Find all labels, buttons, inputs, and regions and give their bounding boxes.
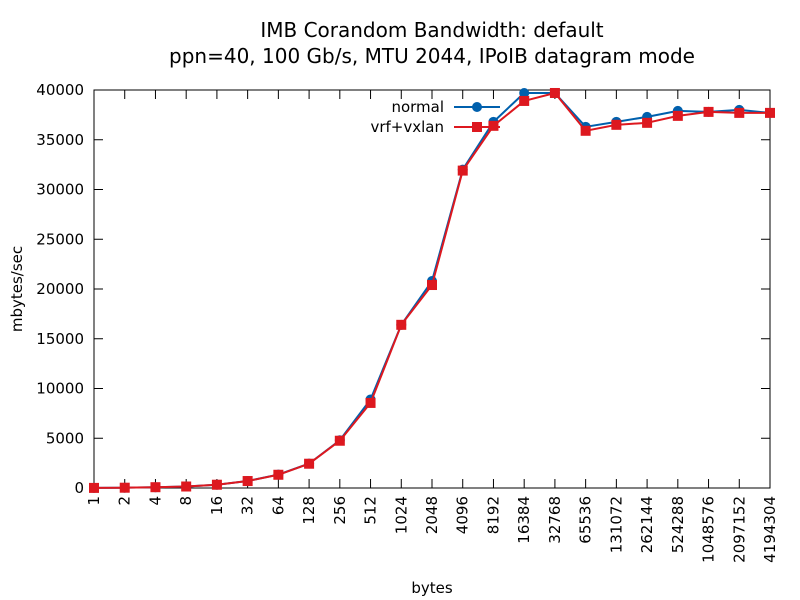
y-tick-label: 10000 bbox=[36, 380, 84, 398]
data-point-square bbox=[580, 125, 591, 136]
x-tick-label: 32768 bbox=[546, 496, 564, 544]
data-point-square bbox=[365, 397, 376, 408]
legend-label: vrf+vxlan bbox=[370, 118, 444, 136]
x-tick-label: 4 bbox=[146, 496, 164, 506]
x-tick-label: 16 bbox=[208, 496, 226, 515]
y-tick-label: 0 bbox=[74, 479, 84, 497]
x-tick-label: 512 bbox=[362, 496, 380, 525]
x-tick-label: 16384 bbox=[515, 496, 533, 544]
data-point-square bbox=[89, 482, 99, 493]
data-point-circle bbox=[519, 87, 530, 98]
data-point-square bbox=[734, 107, 745, 118]
x-tick-label: 4096 bbox=[454, 496, 472, 534]
legend-marker-circle bbox=[472, 102, 482, 112]
x-tick-label: 128 bbox=[300, 496, 318, 525]
x-tick-label: 8 bbox=[177, 496, 195, 506]
x-tick-label: 8192 bbox=[484, 496, 502, 534]
x-tick-label: 2048 bbox=[423, 496, 441, 534]
data-point-square bbox=[273, 469, 284, 480]
data-point-square bbox=[642, 117, 653, 128]
series-line-vrf-vxlan bbox=[93, 91, 770, 489]
x-tick-label: 65536 bbox=[577, 496, 595, 544]
x-tick-label: 64 bbox=[269, 496, 287, 515]
data-point-square bbox=[427, 280, 437, 291]
x-tick-label: 2097152 bbox=[730, 496, 748, 563]
data-point-square bbox=[457, 165, 468, 176]
x-axis: 1 2 4 8 16 32 64 128 256 512 1024 2048 4096 8192 16384… bbox=[85, 90, 779, 563]
x-tick-label: 1024 bbox=[392, 496, 410, 534]
data-point-square bbox=[488, 120, 499, 131]
data-point-square bbox=[611, 119, 622, 130]
x-tick-label: 2 bbox=[116, 496, 134, 506]
data-point-square bbox=[119, 482, 130, 493]
x-tick-label: 32 bbox=[239, 496, 257, 515]
series-line-normal bbox=[93, 91, 771, 489]
data-point-square bbox=[549, 87, 560, 98]
data-point-square bbox=[765, 107, 775, 118]
y-tick-label: 5000 bbox=[46, 429, 84, 447]
y-tick-label: 20000 bbox=[36, 280, 84, 298]
y-axis-label: mbytes/sec bbox=[8, 246, 26, 332]
legend-marker-square bbox=[472, 122, 482, 132]
x-tick-label: 1 bbox=[85, 496, 103, 506]
y-tick-label: 15000 bbox=[36, 330, 84, 348]
chart-subtitle: ppn=40, 100 Gb/s, MTU 2044, IPoIB datagr… bbox=[169, 44, 695, 68]
data-point-square bbox=[672, 110, 683, 121]
x-tick-label: 256 bbox=[331, 496, 349, 525]
data-point-square bbox=[703, 106, 714, 117]
x-tick-label: 131072 bbox=[607, 496, 625, 553]
data-point-square bbox=[150, 482, 161, 493]
data-point-square bbox=[396, 319, 407, 330]
x-tick-label: 1048576 bbox=[700, 496, 718, 563]
series-layer bbox=[89, 87, 775, 493]
y-tick-label: 35000 bbox=[36, 131, 84, 149]
legend: normal vrf+vxlan bbox=[370, 98, 500, 136]
data-point-square bbox=[519, 95, 530, 106]
data-point-square bbox=[304, 458, 315, 469]
chart-title: IMB Corandom Bandwidth: default bbox=[260, 18, 603, 42]
x-tick-label: 4194304 bbox=[761, 496, 779, 563]
y-tick-label: 30000 bbox=[36, 181, 84, 199]
x-tick-label: 524288 bbox=[669, 496, 687, 553]
y-tick-label: 25000 bbox=[36, 230, 84, 248]
y-axis: 0 5000 10000 15000 20000 25000 30000 35000 40000 bbox=[36, 81, 770, 497]
x-tick-label: 262144 bbox=[638, 496, 656, 553]
y-tick-label: 40000 bbox=[36, 81, 84, 99]
x-axis-label: bytes bbox=[411, 579, 453, 597]
data-point-square bbox=[334, 435, 345, 446]
legend-label: normal bbox=[391, 98, 444, 116]
data-point-square bbox=[211, 479, 222, 490]
data-point-square bbox=[242, 476, 253, 487]
data-point-square bbox=[181, 481, 192, 492]
